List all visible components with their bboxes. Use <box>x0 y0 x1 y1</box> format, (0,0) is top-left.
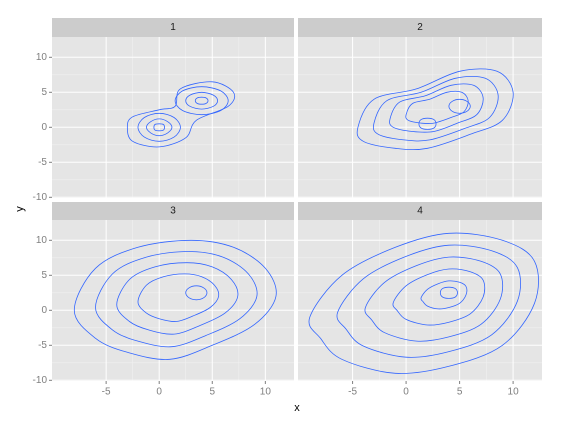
contour-line <box>448 98 471 114</box>
contour-line <box>153 123 165 132</box>
contour-line <box>439 286 458 299</box>
contour-line <box>116 262 239 335</box>
x-tick-label: -5 <box>102 387 111 398</box>
contour-line <box>336 244 521 358</box>
x-tick-label: 5 <box>209 387 215 398</box>
contour-line <box>392 268 486 326</box>
y-tick-label: -10 <box>33 375 48 386</box>
y-tick-label: 10 <box>36 235 48 246</box>
contour-line <box>95 251 258 348</box>
x-tick-label: 0 <box>403 387 409 398</box>
x-tick-label: 10 <box>260 387 272 398</box>
panel <box>52 37 294 198</box>
panel <box>298 37 542 198</box>
y-tick-label: -10 <box>33 192 48 203</box>
contour-line <box>185 285 208 301</box>
y-tick-label: -5 <box>38 340 47 351</box>
contour-line <box>137 112 181 142</box>
contour-line <box>372 75 499 142</box>
contour-line <box>126 81 236 148</box>
contour-line <box>418 117 437 130</box>
y-tick-label: 5 <box>41 87 47 98</box>
contour-line <box>356 68 514 151</box>
y-tick-label: 0 <box>41 305 47 316</box>
contour-line <box>420 280 468 310</box>
y-tick-label: 10 <box>36 52 48 63</box>
contour-line <box>137 273 220 322</box>
strip-label: 1 <box>170 22 176 33</box>
strip <box>52 202 294 220</box>
y-tick-label: 0 <box>41 122 47 133</box>
strip <box>52 18 294 37</box>
y-axis-label: y <box>14 206 26 212</box>
strip-label: 3 <box>170 206 176 217</box>
strip <box>298 18 542 37</box>
panel <box>298 220 542 381</box>
contour-line <box>405 90 469 125</box>
contour-line <box>174 86 229 116</box>
contour-line <box>185 91 218 110</box>
strip <box>298 202 542 220</box>
contour-line <box>146 118 173 137</box>
contour-line <box>194 96 209 105</box>
x-tick-label: 5 <box>457 387 463 398</box>
strip-label: 2 <box>417 22 423 33</box>
x-tick-label: -5 <box>348 387 357 398</box>
y-tick-label: 5 <box>41 270 47 281</box>
contour-line <box>389 83 484 133</box>
contour-line <box>73 239 277 360</box>
y-tick-label: -5 <box>38 157 47 168</box>
x-tick-label: 0 <box>156 387 162 398</box>
x-tick-label: 10 <box>508 387 520 398</box>
contour-line <box>308 232 539 374</box>
panel <box>52 220 294 381</box>
x-axis-label: x <box>294 402 300 414</box>
strip-label: 4 <box>417 206 423 217</box>
contour-line <box>364 256 504 342</box>
